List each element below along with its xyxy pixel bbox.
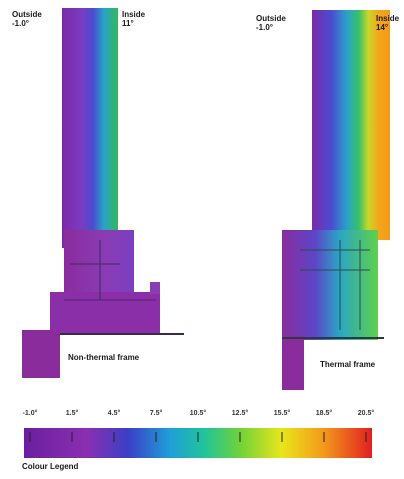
right-glazing xyxy=(312,10,390,240)
legend-tick-label: 10.5° xyxy=(189,410,207,417)
left-outside-label: Outside -1.0° xyxy=(12,10,42,28)
legend-tick-label: 1.5° xyxy=(65,410,79,417)
right-wall xyxy=(282,336,304,390)
right-frame-body xyxy=(282,230,378,340)
left-wall xyxy=(22,330,60,378)
legend-tick-label: -1.0° xyxy=(22,410,38,417)
left-frame-section xyxy=(22,8,184,378)
right-caption: Thermal frame xyxy=(320,360,376,369)
legend-tick-label: 12.5° xyxy=(231,410,249,417)
legend-tick-label: 7.5° xyxy=(149,410,163,417)
legend-tick-label: 4.5° xyxy=(107,410,121,417)
legend-tick-label: 15.5° xyxy=(273,410,291,417)
legend-tick-marks xyxy=(29,432,367,442)
left-sill xyxy=(50,292,160,334)
left-caption: Non-thermal frame xyxy=(68,353,140,362)
right-frame-section xyxy=(282,10,390,390)
legend-tick-label: 18.5° xyxy=(315,410,333,417)
left-inside-label: Inside 11° xyxy=(122,10,146,28)
left-glazing xyxy=(62,8,118,248)
legend-tick-label: 20.5° xyxy=(357,410,375,417)
legend-title: Colour Legend xyxy=(22,462,79,471)
right-inside-label: Inside 14° xyxy=(376,14,400,32)
right-outside-label: Outside -1.0° xyxy=(256,14,286,32)
